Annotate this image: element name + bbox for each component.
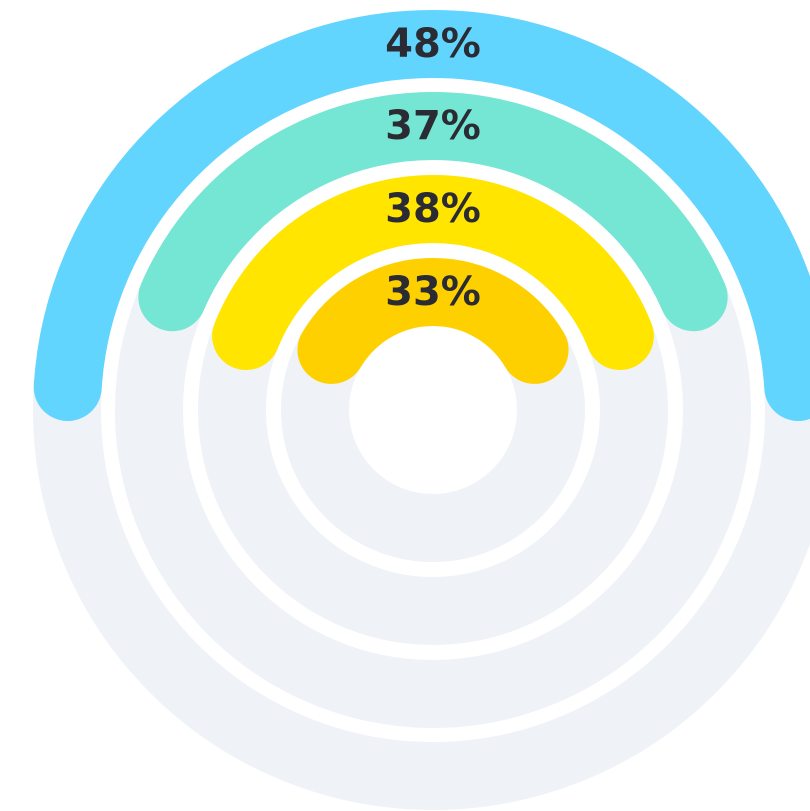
radial-bar <box>297 258 569 384</box>
value-label: 48% <box>385 21 481 67</box>
value-label: 33% <box>385 269 481 315</box>
value-label: 38% <box>385 186 481 232</box>
value-label: 37% <box>385 103 481 149</box>
radial-bar <box>138 92 728 332</box>
radial-bar <box>212 175 654 371</box>
radial-bar <box>33 10 810 422</box>
